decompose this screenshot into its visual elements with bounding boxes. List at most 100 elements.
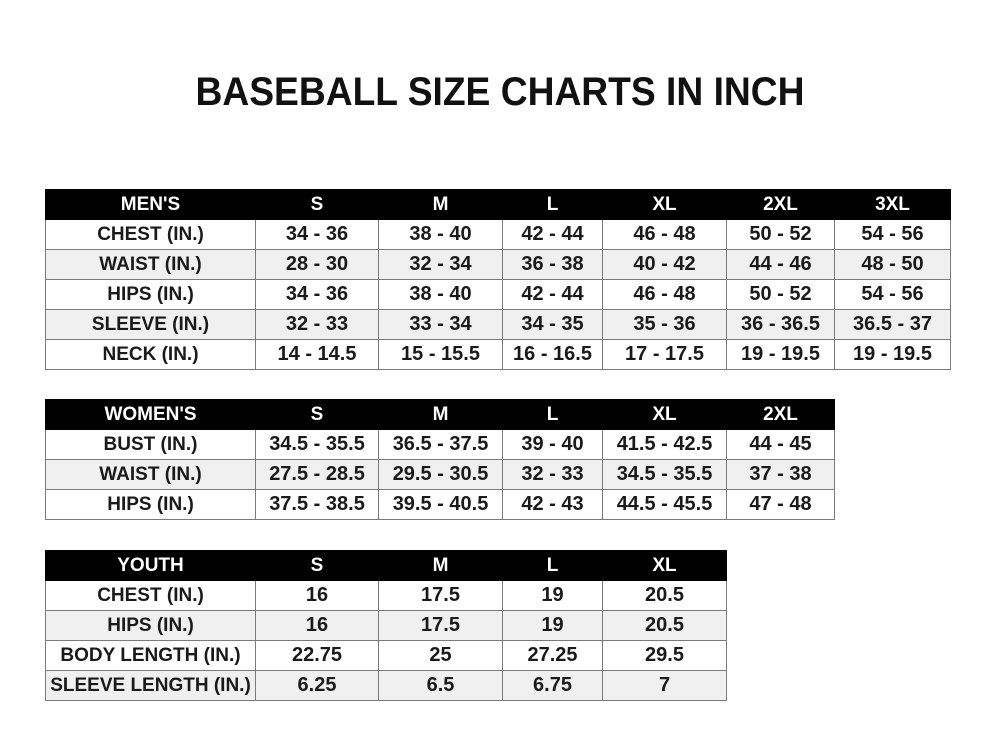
measurement-cell: 33 - 34 [378, 309, 503, 340]
table-row: WAIST (IN.) 28 - 30 32 - 34 36 - 38 40 - 42 4… [45, 249, 951, 280]
measurement-cell: 50 - 52 [726, 279, 835, 310]
header-row: MEN'S S M L XL 2XL 3XL [45, 189, 951, 220]
measurement-cell: 27.5 - 28.5 [255, 459, 379, 490]
measurement-cell: 22.75 [255, 640, 379, 671]
measurement-cell: 34 - 36 [255, 219, 379, 250]
measurement-cell: 17 - 17.5 [602, 339, 727, 370]
table-row: NECK (IN.) 14 - 14.5 15 - 15.5 16 - 16.5 17 … [45, 339, 951, 370]
measurement-cell: 41.5 - 42.5 [602, 429, 727, 460]
measurement-cell: 50 - 52 [726, 219, 835, 250]
measurement-cell: 39.5 - 40.5 [378, 489, 503, 520]
size-header: M [378, 399, 503, 430]
measurement-label: NECK (IN.) [45, 339, 256, 370]
size-header: 3XL [834, 189, 951, 220]
measurement-label: WAIST (IN.) [45, 459, 256, 490]
measurement-cell: 15 - 15.5 [378, 339, 503, 370]
measurement-cell: 46 - 48 [602, 219, 727, 250]
table-row: HIPS (IN.) 34 - 36 38 - 40 42 - 44 46 - 48 50… [45, 279, 951, 310]
measurement-cell: 20.5 [602, 580, 727, 611]
measurement-cell: 19 [502, 580, 603, 611]
measurement-cell: 47 - 48 [726, 489, 835, 520]
measurement-cell: 44.5 - 45.5 [602, 489, 727, 520]
measurement-label: SLEEVE LENGTH (IN.) [45, 670, 256, 701]
measurement-cell: 36 - 36.5 [726, 309, 835, 340]
measurement-label: WAIST (IN.) [45, 249, 256, 280]
header-row: WOMEN'S S M L XL 2XL [45, 399, 835, 430]
measurement-cell: 6.5 [378, 670, 503, 701]
size-header: M [378, 550, 503, 581]
category-header: MEN'S [45, 189, 256, 220]
womens-size-table: WOMEN'S S M L XL 2XL BUST (IN.) 34.5 - 35.5 36.5… [45, 399, 835, 520]
measurement-cell: 40 - 42 [602, 249, 727, 280]
measurement-cell: 38 - 40 [378, 279, 503, 310]
table-row: BODY LENGTH (IN.) 22.75 25 27.25 29.5 [45, 640, 727, 671]
measurement-cell: 54 - 56 [834, 219, 951, 250]
mens-size-table: MEN'S S M L XL 2XL 3XL CHEST (IN.) 34 - 36 38 - 4… [45, 189, 951, 370]
size-header: 2XL [726, 189, 835, 220]
measurement-label: HIPS (IN.) [45, 279, 256, 310]
measurement-cell: 36.5 - 37 [834, 309, 951, 340]
measurement-cell: 32 - 34 [378, 249, 503, 280]
measurement-cell: 32 - 33 [255, 309, 379, 340]
table-row: HIPS (IN.) 16 17.5 19 20.5 [45, 610, 727, 641]
measurement-cell: 29.5 [602, 640, 727, 671]
category-header: YOUTH [45, 550, 256, 581]
table-row: HIPS (IN.) 37.5 - 38.5 39.5 - 40.5 42 - 43 4… [45, 489, 835, 520]
measurement-cell: 20.5 [602, 610, 727, 641]
category-header: WOMEN'S [45, 399, 256, 430]
measurement-cell: 42 - 44 [502, 219, 603, 250]
measurement-cell: 36 - 38 [502, 249, 603, 280]
measurement-cell: 32 - 33 [502, 459, 603, 490]
measurement-cell: 44 - 46 [726, 249, 835, 280]
measurement-cell: 34.5 - 35.5 [602, 459, 727, 490]
measurement-cell: 44 - 45 [726, 429, 835, 460]
measurement-cell: 35 - 36 [602, 309, 727, 340]
measurement-cell: 46 - 48 [602, 279, 727, 310]
page-title: BASEBALL SIZE CHARTS IN INCH [195, 70, 805, 114]
measurement-cell: 17.5 [378, 610, 503, 641]
table-row: WAIST (IN.) 27.5 - 28.5 29.5 - 30.5 32 - 33… [45, 459, 835, 490]
measurement-cell: 17.5 [378, 580, 503, 611]
measurement-cell: 28 - 30 [255, 249, 379, 280]
measurement-cell: 34.5 - 35.5 [255, 429, 379, 460]
measurement-cell: 54 - 56 [834, 279, 951, 310]
measurement-cell: 37.5 - 38.5 [255, 489, 379, 520]
measurement-cell: 48 - 50 [834, 249, 951, 280]
header-row: YOUTH S M L XL [45, 550, 727, 581]
table-row: CHEST (IN.) 16 17.5 19 20.5 [45, 580, 727, 611]
size-header: S [255, 189, 379, 220]
measurement-label: HIPS (IN.) [45, 610, 256, 641]
measurement-cell: 19 [502, 610, 603, 641]
measurement-cell: 39 - 40 [502, 429, 603, 460]
measurement-cell: 34 - 36 [255, 279, 379, 310]
measurement-label: HIPS (IN.) [45, 489, 256, 520]
measurement-cell: 34 - 35 [502, 309, 603, 340]
measurement-cell: 25 [378, 640, 503, 671]
measurement-cell: 6.25 [255, 670, 379, 701]
measurement-cell: 7 [602, 670, 727, 701]
size-header: L [502, 550, 603, 581]
measurement-cell: 19 - 19.5 [726, 339, 835, 370]
measurement-cell: 16 [255, 610, 379, 641]
measurement-cell: 14 - 14.5 [255, 339, 379, 370]
measurement-cell: 19 - 19.5 [834, 339, 951, 370]
size-header: L [502, 189, 603, 220]
measurement-cell: 37 - 38 [726, 459, 835, 490]
table-row: BUST (IN.) 34.5 - 35.5 36.5 - 37.5 39 - 40 4… [45, 429, 835, 460]
table-row: CHEST (IN.) 34 - 36 38 - 40 42 - 44 46 - 48 5… [45, 219, 951, 250]
measurement-cell: 27.25 [502, 640, 603, 671]
measurement-label: CHEST (IN.) [45, 219, 256, 250]
size-header: S [255, 550, 379, 581]
measurement-cell: 42 - 43 [502, 489, 603, 520]
size-header: M [378, 189, 503, 220]
size-header: L [502, 399, 603, 430]
table-row: SLEEVE (IN.) 32 - 33 33 - 34 34 - 35 35 - 36… [45, 309, 951, 340]
measurement-cell: 16 - 16.5 [502, 339, 603, 370]
measurement-label: BUST (IN.) [45, 429, 256, 460]
measurement-label: CHEST (IN.) [45, 580, 256, 611]
size-header: XL [602, 550, 727, 581]
measurement-cell: 29.5 - 30.5 [378, 459, 503, 490]
table-row: SLEEVE LENGTH (IN.) 6.25 6.5 6.75 7 [45, 670, 727, 701]
measurement-cell: 36.5 - 37.5 [378, 429, 503, 460]
measurement-cell: 6.75 [502, 670, 603, 701]
